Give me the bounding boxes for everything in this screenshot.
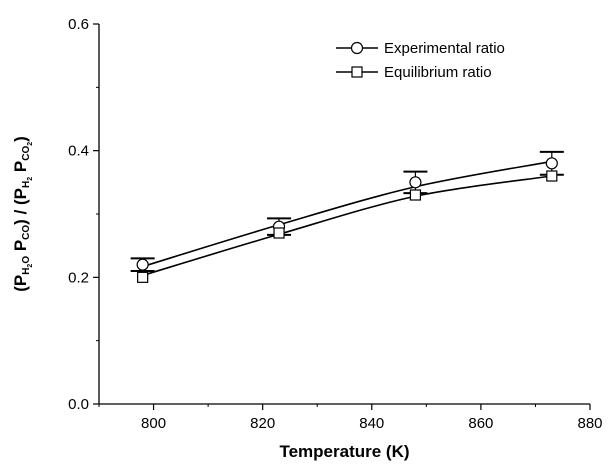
series-circle bbox=[130, 150, 564, 272]
y-axis-title-part: (P bbox=[11, 275, 30, 292]
data-point bbox=[546, 170, 558, 182]
data-point bbox=[273, 227, 285, 239]
y-axis-title-part: ) / (P bbox=[11, 188, 30, 225]
y-axis-title-part: ) bbox=[11, 136, 30, 142]
legend-marker bbox=[350, 41, 364, 55]
x-tick-label: 820 bbox=[250, 415, 275, 432]
y-axis-title-part: H bbox=[21, 268, 32, 275]
x-axis-title: Temperature (K) bbox=[279, 442, 409, 461]
data-point bbox=[137, 271, 149, 283]
y-tick-label: 0.6 bbox=[68, 16, 89, 33]
data-point bbox=[136, 258, 149, 271]
y-axis-title-part: 2 bbox=[27, 177, 34, 181]
y-axis-title-part: H bbox=[21, 181, 32, 188]
axes bbox=[98, 24, 590, 405]
y-axis-title-part: P bbox=[11, 161, 30, 177]
series-layer bbox=[130, 150, 564, 283]
legend-label: Equilibrium ratio bbox=[384, 64, 492, 81]
data-point bbox=[545, 157, 558, 170]
y-axis-title-part: O bbox=[21, 256, 32, 264]
y-tick-label: 0.0 bbox=[68, 396, 89, 413]
x-tick-label: 880 bbox=[577, 415, 602, 432]
x-tick-label: 840 bbox=[359, 415, 384, 432]
y-axis-title-part: 2 bbox=[27, 142, 34, 146]
series-line bbox=[142, 160, 552, 268]
ticks: 800 820 840 860 880 0.0 0.2 0.4 0.6 bbox=[68, 16, 602, 432]
y-tick-label: 0.2 bbox=[68, 269, 89, 286]
data-point bbox=[409, 189, 422, 201]
x-tick-label: 860 bbox=[468, 415, 493, 432]
legend: Experimental ratio Equilibrium ratio bbox=[336, 40, 505, 81]
y-axis-title-part: P bbox=[11, 240, 30, 256]
y-axis-title-part: 2 bbox=[27, 264, 34, 268]
y-tick-label: 0.4 bbox=[68, 143, 89, 160]
y-axis-title: (PH2O PCO) / (PH2 PCO2) bbox=[11, 136, 34, 292]
y-axis-title-part: CO bbox=[21, 146, 32, 161]
data-point bbox=[409, 176, 422, 189]
series-square bbox=[137, 170, 558, 283]
series-line bbox=[142, 175, 552, 277]
legend-label: Experimental ratio bbox=[384, 40, 505, 57]
x-tick-label: 800 bbox=[141, 415, 166, 432]
legend-marker bbox=[351, 66, 363, 78]
y-axis-title-part: CO bbox=[21, 225, 32, 240]
